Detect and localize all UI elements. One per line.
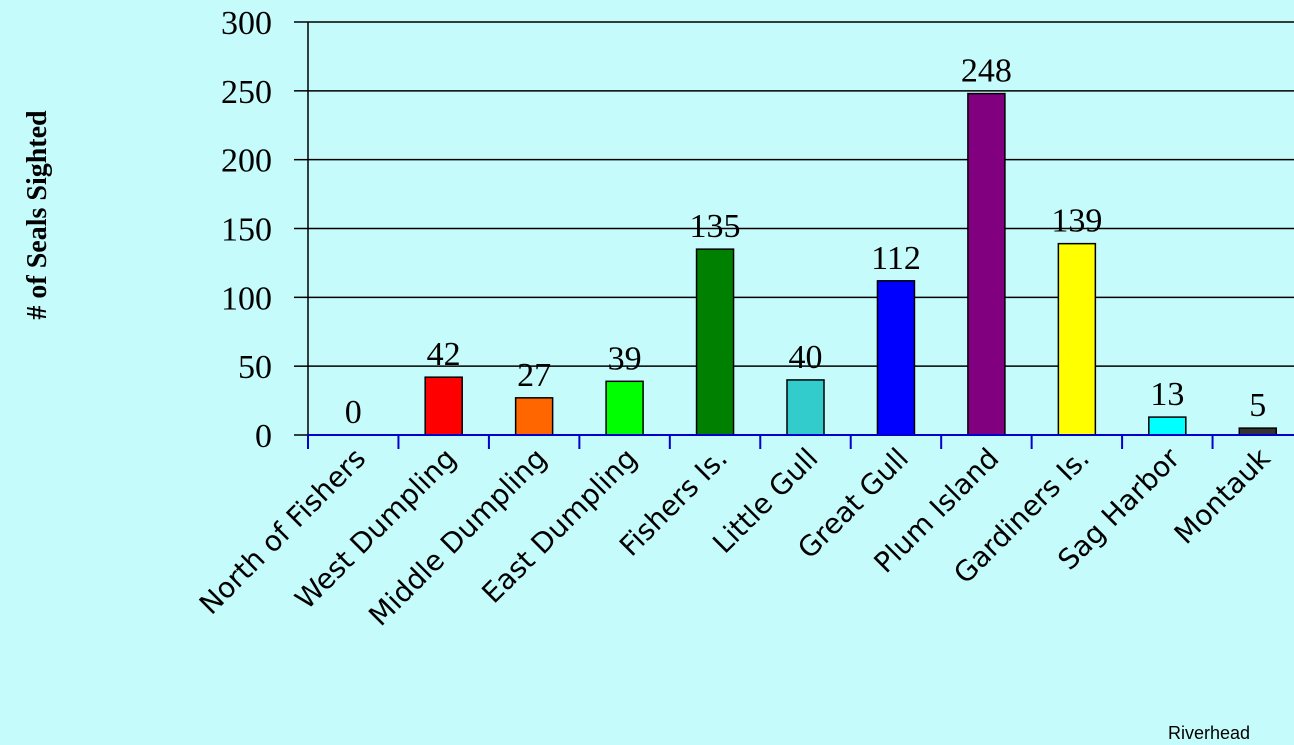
data-label: 42	[427, 336, 461, 373]
bar	[967, 92, 1006, 436]
gridlines	[308, 21, 1294, 367]
category-label: Montauk	[1168, 441, 1278, 551]
y-axis-label: # of Seals Sighted	[22, 110, 53, 320]
data-label: 27	[517, 357, 551, 394]
bars	[424, 92, 1278, 436]
data-label: 39	[608, 340, 642, 377]
data-label: 13	[1150, 376, 1184, 413]
y-tick-label: 100	[221, 280, 272, 317]
bar	[695, 248, 735, 436]
bar	[1057, 242, 1097, 436]
axes	[307, 22, 1294, 449]
bar	[1238, 427, 1278, 436]
data-label: 0	[345, 394, 362, 431]
y-tick-label: 250	[221, 74, 272, 111]
data-label: 135	[690, 208, 741, 245]
data-label: 139	[1051, 203, 1102, 240]
y-tick-label: 50	[238, 349, 272, 386]
data-label: 5	[1249, 387, 1266, 424]
footer-note: Riverhead	[1168, 723, 1250, 743]
bar	[786, 379, 825, 436]
data-label: 248	[961, 53, 1012, 90]
bar	[514, 397, 554, 436]
category-label: North of Fishers	[193, 442, 372, 621]
bar	[605, 380, 644, 436]
bar	[1148, 416, 1187, 436]
y-tick-label: 0	[255, 418, 272, 455]
data-label: 112	[871, 240, 921, 277]
bar	[876, 280, 916, 436]
y-tick-label: 150	[221, 212, 272, 249]
bar	[424, 376, 463, 436]
category-label: East Dumpling	[475, 442, 643, 610]
category-label: West Dumpling	[289, 442, 463, 616]
y-axis-ticks: 0 50 100 150 200 250 300	[221, 5, 308, 455]
y-tick-label: 200	[221, 143, 272, 180]
data-label: 40	[789, 339, 823, 376]
y-tick-label: 300	[221, 5, 272, 42]
